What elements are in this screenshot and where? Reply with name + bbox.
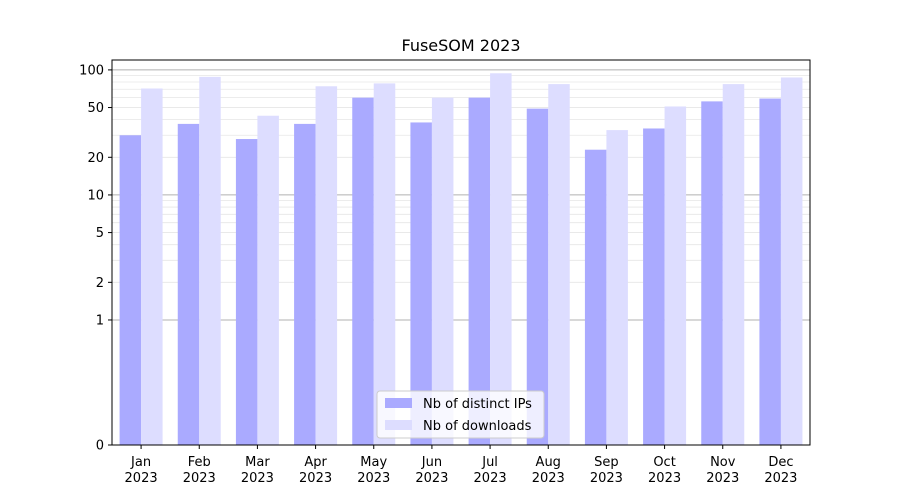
bar-distinct-ips [584, 149, 607, 446]
bar-distinct-ips [468, 97, 491, 445]
bar-downloads [373, 83, 396, 445]
axes [111, 59, 811, 446]
x-tick-label: Jun 2023 [415, 455, 448, 486]
bar-distinct-ips [701, 101, 723, 445]
grid-lines [112, 69, 810, 321]
legend-label-ips: Nb of distinct IPs [423, 397, 532, 412]
x-tick-label: Aug 2023 [532, 455, 565, 486]
chart-title: FuseSOM 2023 [401, 36, 520, 55]
y-tick-label: 10 [87, 188, 104, 203]
bar-distinct-ips [643, 128, 665, 445]
legend: Nb of distinct IPs Nb of downloads [376, 390, 545, 439]
legend-swatch-downloads [385, 420, 412, 430]
bar-distinct-ips [526, 108, 549, 445]
bar-downloads [257, 115, 279, 445]
y-tick-label: 100 [79, 63, 104, 78]
bar-distinct-ips [119, 135, 142, 445]
bar-downloads [315, 86, 338, 445]
legend-swatch-ips [385, 398, 412, 408]
y-tick-label: 2 [96, 276, 104, 291]
bar-distinct-ips [294, 123, 316, 445]
bar-distinct-ips [177, 123, 200, 445]
x-tick-label: Apr 2023 [299, 455, 332, 486]
bar-distinct-ips [759, 98, 781, 446]
bar-distinct-ips [410, 122, 432, 445]
x-tick-label: Dec 2023 [764, 455, 797, 486]
y-axis-ticks: 0 1 2 5 10 20 50 100 [79, 63, 112, 454]
bar-downloads [722, 84, 745, 446]
x-tick-label: Jul 2023 [474, 455, 507, 486]
bar-downloads [664, 106, 687, 445]
x-tick-label: Feb 2023 [183, 455, 216, 486]
x-tick-label: Sep 2023 [590, 455, 623, 486]
bar-distinct-ips [352, 97, 374, 445]
bar-downloads [548, 84, 570, 446]
x-tick-label: Oct 2023 [648, 455, 681, 486]
x-axis-ticks: Jan 2023 Feb 2023 Mar 2023 Apr 2023 May 2023 Jun 20… [125, 445, 797, 486]
y-tick-label: 1 [96, 313, 104, 328]
plot-frame [111, 59, 811, 446]
x-tick-label: Jan 2023 [125, 455, 158, 486]
y-tick-label: 5 [96, 226, 104, 241]
bar-distinct-ips [235, 139, 258, 445]
bar-downloads [141, 88, 163, 446]
bars [119, 73, 803, 446]
bar-downloads [606, 130, 628, 445]
x-tick-label: May 2023 [357, 455, 390, 486]
y-tick-label: 20 [87, 151, 104, 166]
y-tick-label: 0 [96, 439, 104, 454]
bar-downloads [780, 77, 803, 445]
x-tick-label: Nov 2023 [706, 455, 739, 486]
bar-downloads [199, 76, 221, 445]
y-tick-label: 50 [87, 101, 104, 116]
legend-label-downloads: Nb of downloads [423, 419, 532, 434]
bar-downloads [431, 97, 454, 445]
legend-box [376, 390, 545, 439]
bar-downloads [490, 73, 512, 446]
x-tick-label: Mar 2023 [241, 455, 274, 486]
